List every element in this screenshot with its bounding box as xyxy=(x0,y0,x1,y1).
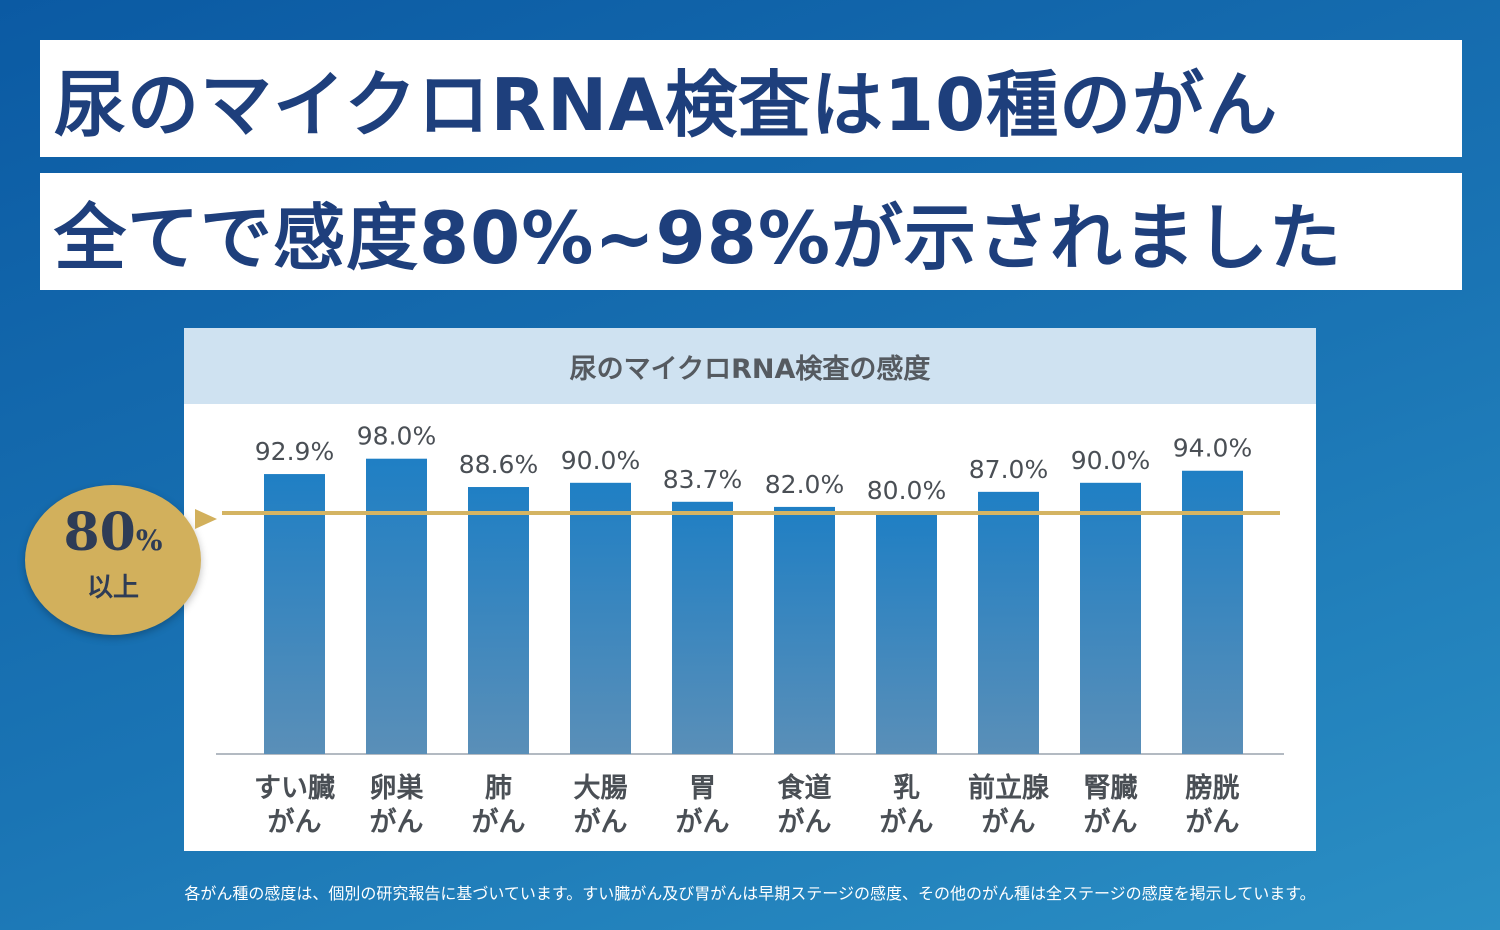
category-label: 食道 xyxy=(778,772,832,804)
data-label: 87.0% xyxy=(969,455,1048,484)
footnote: 各がん種の感度は、個別の研究報告に基づいています。すい臓がん及び胃がんは早期ステ… xyxy=(184,884,1316,903)
bar xyxy=(1182,470,1243,754)
category-label: 大腸 xyxy=(574,773,628,804)
category-label: がん xyxy=(268,806,322,838)
data-label: 83.7% xyxy=(663,465,742,494)
category-label: 乳 xyxy=(893,773,920,804)
data-label: 92.9% xyxy=(255,437,334,466)
category-label: がん xyxy=(1084,806,1138,838)
bar xyxy=(774,506,835,754)
category-label: がん xyxy=(778,806,832,838)
category-label: すい臓 xyxy=(254,773,335,804)
bar xyxy=(570,482,631,754)
category-label: 卵巣 xyxy=(370,773,424,804)
category-label: がん xyxy=(472,806,526,838)
bar xyxy=(264,474,325,754)
threshold-badge-label: 以上 xyxy=(86,573,139,603)
category-label: 腎臓 xyxy=(1084,773,1138,804)
chart-title: 尿のマイクロRNA検査の感度 xyxy=(184,328,1316,404)
category-label: 前立腺 xyxy=(968,772,1050,804)
bar xyxy=(876,512,937,754)
threshold-badge: 80% 以上 xyxy=(25,485,217,635)
category-label: がん xyxy=(982,806,1036,838)
category-label: がん xyxy=(880,806,934,838)
data-label: 80.0% xyxy=(867,476,946,505)
data-label: 90.0% xyxy=(1071,446,1150,475)
data-label: 82.0% xyxy=(765,470,844,499)
category-label: 肺 xyxy=(485,773,512,804)
bar xyxy=(468,487,529,754)
threshold-badge-value: 80% xyxy=(25,503,201,571)
category-label: 膀胱 xyxy=(1185,772,1240,804)
category-label: がん xyxy=(370,806,424,838)
category-label: 胃 xyxy=(689,773,716,804)
data-label: 90.0% xyxy=(561,446,640,475)
data-label: 94.0% xyxy=(1173,434,1252,463)
bar xyxy=(366,458,427,754)
category-label: がん xyxy=(574,806,628,838)
category-label: がん xyxy=(1186,806,1240,838)
bar xyxy=(978,491,1039,754)
data-label: 98.0% xyxy=(357,422,436,451)
data-label: 88.6% xyxy=(459,450,538,479)
bar xyxy=(672,501,733,754)
category-label: がん xyxy=(676,806,730,838)
headline-line-2: 全てで感度80%~98%が示されました xyxy=(40,173,1462,290)
headline-line-1: 尿のマイクロRNA検査は10種のがん xyxy=(40,40,1462,157)
bar xyxy=(1080,482,1141,754)
threshold-badge-number: 80 xyxy=(63,502,136,563)
threshold-badge-unit: % xyxy=(135,524,163,557)
